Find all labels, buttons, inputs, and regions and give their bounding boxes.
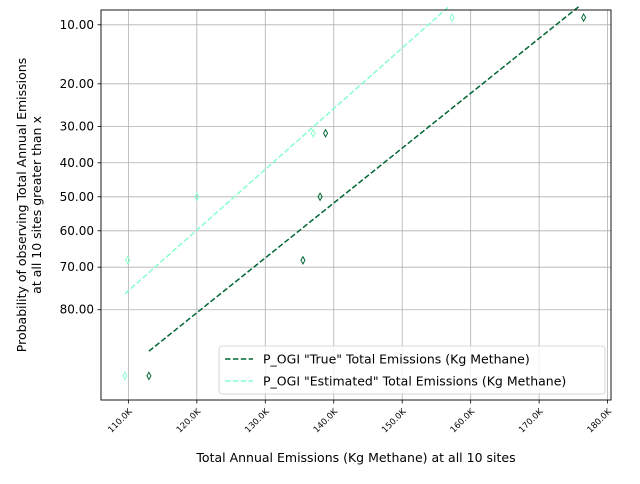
- data-point: [449, 13, 455, 23]
- x-tick-label: 110.0K: [106, 407, 135, 436]
- x-tick-label: 180.0K: [586, 407, 615, 436]
- y-axis-label: Probability of observing Total Annual Em…: [14, 58, 44, 352]
- plot-frame: [100, 9, 612, 401]
- y-tick-label: 20.00: [60, 77, 94, 91]
- y-tick-label: 60.00: [60, 224, 94, 238]
- series-layer: [122, 4, 587, 381]
- grid-lines: [101, 10, 611, 400]
- x-tick-label: 130.0K: [243, 407, 272, 436]
- legend-entry-label: P_OGI "Estimated" Total Emissions (Kg Me…: [263, 374, 566, 389]
- x-axis-ticks: 110.0K 120.0K 130.0K 140.0K 150.0K 160.0K 170.…: [106, 400, 614, 435]
- series-estimated: [122, 6, 455, 381]
- x-tick-label: 150.0K: [380, 407, 409, 436]
- data-point: [310, 128, 316, 138]
- data-point: [317, 192, 323, 202]
- data-point: [581, 13, 587, 23]
- y-axis-label-line: at all 10 sites greater than x: [29, 116, 44, 294]
- fit-line: [124, 6, 449, 295]
- y-tick-label: 30.00: [60, 119, 94, 133]
- fit-line: [148, 4, 581, 352]
- y-tick-label: 70.00: [60, 260, 94, 274]
- legend-entry-label: P_OGI "True" Total Emissions (Kg Methane…: [263, 352, 530, 367]
- x-tick-label: 160.0K: [449, 407, 478, 436]
- x-axis-label: Total Annual Emissions (Kg Methane) at a…: [195, 450, 515, 465]
- data-point: [146, 371, 152, 381]
- x-tick-label: 140.0K: [312, 407, 341, 436]
- x-tick-label: 170.0K: [517, 407, 546, 436]
- y-tick-label: 50.00: [60, 190, 94, 204]
- data-point: [194, 192, 200, 202]
- x-tick-label: 120.0K: [175, 407, 204, 436]
- data-point: [125, 255, 131, 265]
- data-point: [122, 371, 128, 381]
- y-tick-label: 10.00: [60, 18, 94, 32]
- y-tick-label: 80.00: [60, 303, 94, 317]
- legend-box: [218, 345, 606, 395]
- data-point: [322, 128, 329, 138]
- y-axis-ticks: 10.00 20.00 30.00 40.00 50.00 60.00 70.00 80.00: [60, 18, 101, 317]
- y-tick-label: 40.00: [60, 156, 94, 170]
- legend: P_OGI "True" Total Emissions (Kg Methane…: [218, 345, 606, 395]
- y-axis-label-line: Probability of observing Total Annual Em…: [14, 58, 29, 352]
- data-point: [300, 255, 306, 265]
- series-true: [146, 4, 587, 381]
